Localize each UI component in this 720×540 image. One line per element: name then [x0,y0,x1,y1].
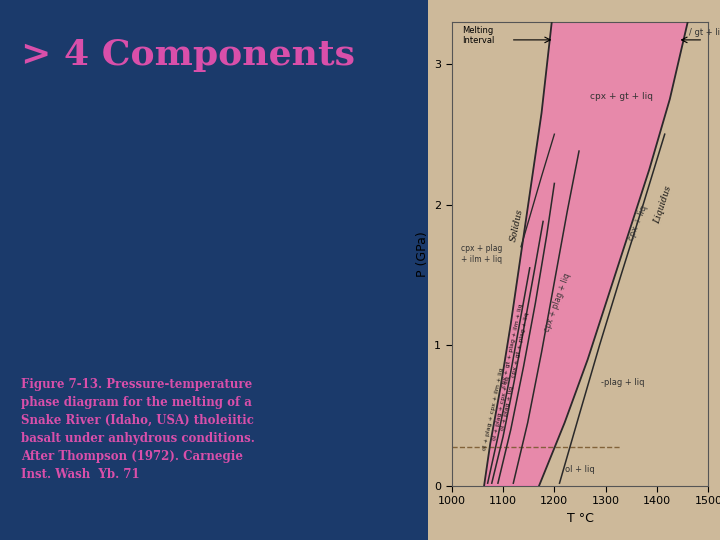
Text: -plag + liq: -plag + liq [600,377,644,387]
Text: Figure 7-13. Pressure-temperature
phase diagram for the melting of a
Snake River: Figure 7-13. Pressure-temperature phase … [21,378,255,481]
Text: cpx + plag + liq: cpx + plag + liq [542,272,572,333]
X-axis label: T °C: T °C [567,512,593,525]
Text: cpx + gt + plag + liq: cpx + gt + plag + liq [510,312,529,379]
Text: ol + plag + cpx + liq: ol + plag + cpx + liq [492,376,510,441]
Text: cpx + plag
+ ilm + liq: cpx + plag + ilm + liq [461,244,503,264]
Text: ol + plag + cpx + ilm + liq: ol + plag + cpx + ilm + liq [482,367,505,450]
Text: cpx + gt + plag + ilm + liq: cpx + gt + plag + ilm + liq [501,303,523,388]
Text: cpx + gt + liq: cpx + gt + liq [590,92,653,101]
Text: > 4 Components: > 4 Components [21,38,355,72]
Text: Melting
Interval: Melting Interval [462,26,495,45]
Y-axis label: P (GPa): P (GPa) [415,231,428,276]
Polygon shape [484,22,688,486]
Text: Liquidus: Liquidus [653,185,673,225]
Text: Solidus: Solidus [509,208,525,243]
Text: ol + liq: ol + liq [564,465,595,474]
Text: cpx + liq: cpx + liq [626,204,649,242]
Text: / gt + liq: / gt + liq [689,29,720,37]
Text: ol + plag + liq: ol + plag + liq [500,386,515,431]
